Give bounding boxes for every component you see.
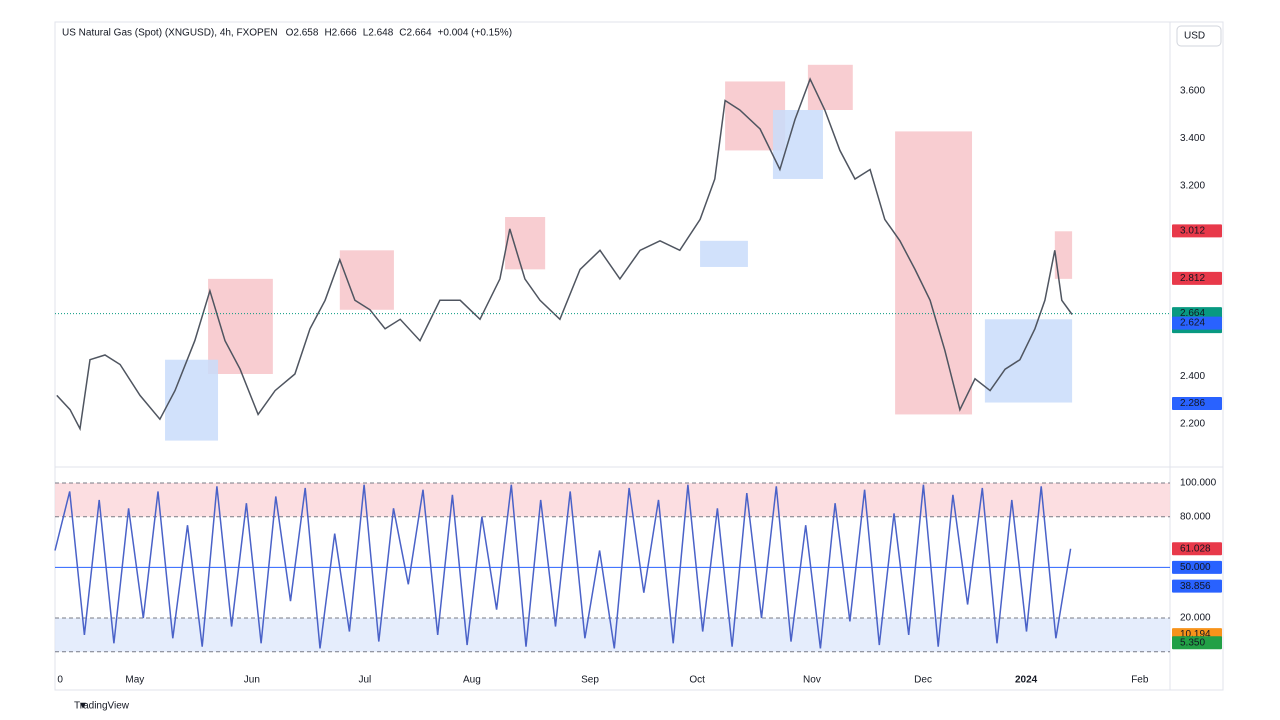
price-badge (1172, 224, 1222, 238)
y-tick-label: 3.600 (1180, 86, 1205, 97)
y-tick-label: 100.000 (1180, 478, 1217, 489)
price-badge-label: 2.812 (1180, 273, 1205, 284)
x-tick-label: Nov (803, 675, 821, 686)
price-badge (1172, 560, 1222, 574)
x-tick-label: 0 (57, 675, 63, 686)
price-badge-label: 5.350 (1180, 637, 1205, 648)
y-tick-label: 2.200 (1180, 419, 1205, 430)
price-badge-label: 38.856 (1180, 581, 1211, 592)
x-tick-label: Jul (358, 675, 371, 686)
x-tick-label: Feb (1131, 675, 1149, 686)
price-badge (1172, 542, 1222, 556)
price-badge-label: 10.194 (1180, 629, 1211, 640)
x-tick-label: 2024 (1015, 675, 1038, 686)
zone (165, 359, 219, 441)
x-tick-label: May (125, 675, 144, 686)
price-badge-label: 3.012 (1180, 225, 1205, 236)
y-tick-label: 3.400 (1180, 133, 1205, 144)
price-badge (1172, 636, 1222, 650)
x-tick-label: Oct (689, 675, 705, 686)
symbol: US Natural Gas (Spot) (XNGUSD), 4h, FXOP… (62, 28, 278, 39)
zone (208, 278, 273, 374)
brand: TradingView (74, 701, 130, 712)
zone (1054, 231, 1073, 279)
ohlc-value: +0.004 (+0.15%) (438, 28, 513, 39)
y-tick-label: 80.000 (1180, 511, 1211, 522)
price-badge-label: 61.028 (1180, 543, 1211, 554)
zone (895, 131, 973, 415)
zone (505, 217, 546, 270)
price-badge-label: 50.000 (1180, 562, 1211, 573)
ohlc-value: L2.648 (363, 28, 394, 39)
band (55, 482, 1170, 517)
x-tick-label: Jun (244, 675, 260, 686)
price-badge (1172, 579, 1222, 593)
price-badge-label: 2.286 (1180, 398, 1205, 409)
ohlc-value: H2.666 (324, 28, 357, 39)
zone (807, 64, 853, 110)
price-badge (1172, 271, 1222, 285)
brand-mark: ▼ (78, 701, 88, 712)
price-badge-label: 2.664 (1180, 308, 1205, 319)
price-badge (1172, 316, 1222, 330)
price-badge (1172, 396, 1222, 410)
zone (984, 319, 1073, 403)
x-tick-label: Dec (914, 675, 932, 686)
ohlc-value: C2.664 (399, 28, 432, 39)
x-tick-label: Aug (463, 675, 481, 686)
series-line (56, 77, 1073, 432)
y-tick-label: 2.400 (1180, 371, 1205, 382)
ohlc-value: O2.658 (286, 28, 319, 39)
currency-button[interactable] (1176, 25, 1222, 47)
currency[interactable]: USD (1184, 31, 1205, 42)
y-tick-label: 3.200 (1180, 181, 1205, 192)
series-line (54, 484, 1072, 649)
x-tick-label: Sep (581, 675, 599, 686)
zone (339, 250, 394, 310)
zone (700, 240, 748, 267)
y-tick-label: 20.000 (1180, 613, 1211, 624)
price-badge-label: 2.624 (1180, 318, 1205, 329)
